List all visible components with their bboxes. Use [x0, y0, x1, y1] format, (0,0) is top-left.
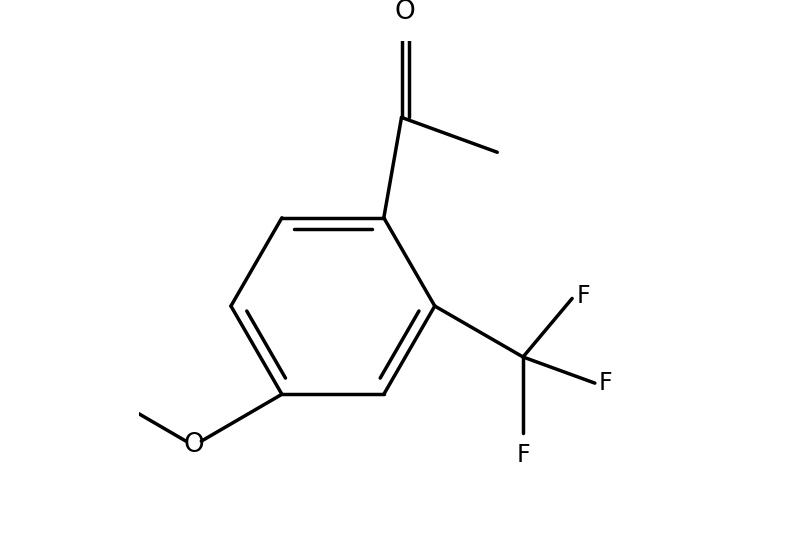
Text: F: F: [599, 371, 612, 395]
Text: F: F: [576, 284, 590, 308]
Text: O: O: [395, 0, 415, 25]
Text: F: F: [516, 443, 530, 466]
Text: O: O: [184, 432, 204, 458]
